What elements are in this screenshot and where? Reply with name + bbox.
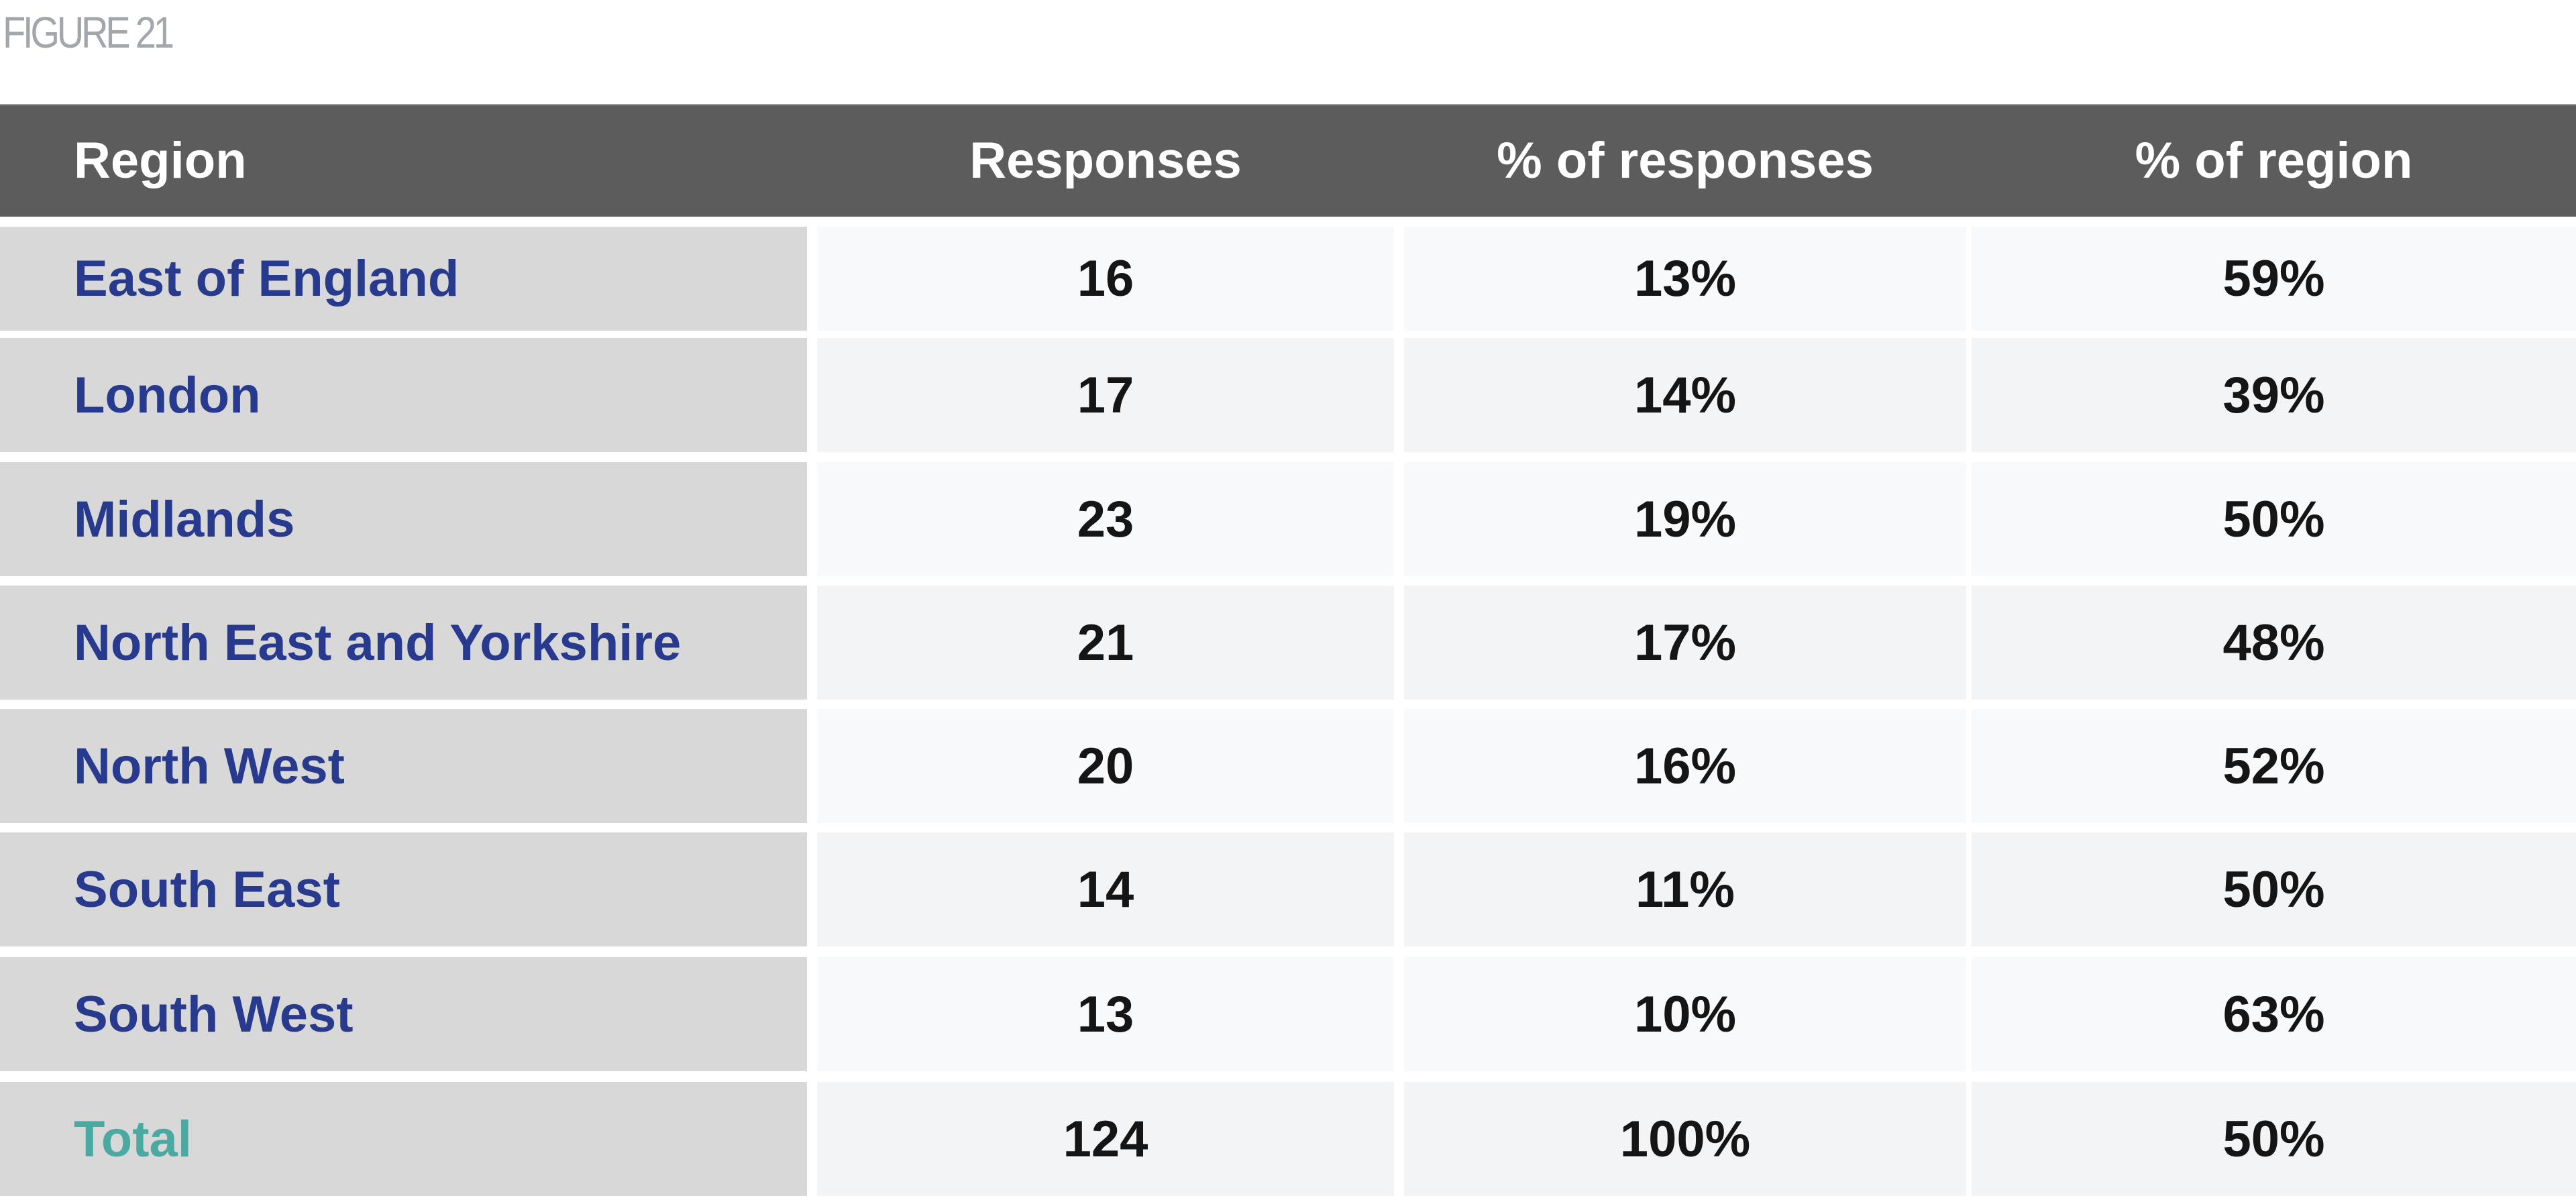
table-header: Region Responses % of responses % of reg… [0, 104, 2576, 217]
table-row: Midlands 23 19% 50% [0, 462, 2576, 576]
pct-responses-cell: 17% [1404, 586, 1966, 700]
pct-responses-cell: 19% [1404, 462, 1966, 576]
header-pct-region: % of region [2135, 132, 2413, 189]
region-cell: North West [0, 709, 807, 823]
pct-region-cell: 48% [1972, 586, 2576, 700]
pct-region-cell: 50% [1972, 832, 2576, 946]
figure-label: FIGURE 21 [3, 7, 174, 57]
responses-cell: 23 [817, 462, 1394, 576]
pct-region-cell: 52% [1972, 709, 2576, 823]
responses-cell: 21 [817, 586, 1394, 700]
total-row: Total 124 100% 50% [0, 1082, 2576, 1196]
responses-cell: 13 [817, 957, 1394, 1071]
pct-responses-cell: 16% [1404, 709, 1966, 823]
region-cell: London [0, 338, 807, 452]
table-row: London 17 14% 39% [0, 338, 2576, 452]
header-responses: Responses [969, 132, 1242, 189]
responses-cell: 124 [817, 1082, 1394, 1196]
header-region: Region [74, 132, 247, 189]
responses-cell: 17 [817, 338, 1394, 452]
responses-cell: 16 [817, 227, 1394, 331]
table-row: North West 20 16% 52% [0, 709, 2576, 823]
pct-region-cell: 59% [1972, 227, 2576, 331]
responses-cell: 20 [817, 709, 1394, 823]
pct-region-cell: 39% [1972, 338, 2576, 452]
table-row: South West 13 10% 63% [0, 957, 2576, 1071]
pct-responses-cell: 10% [1404, 957, 1966, 1071]
pct-responses-cell: 13% [1404, 227, 1966, 331]
responses-cell: 14 [817, 832, 1394, 946]
region-cell: East of England [0, 227, 807, 331]
header-pct-responses: % of responses [1497, 132, 1874, 189]
pct-responses-cell: 11% [1404, 832, 1966, 946]
pct-region-cell: 63% [1972, 957, 2576, 1071]
table-row: South East 14 11% 50% [0, 832, 2576, 946]
region-cell: Total [0, 1082, 807, 1196]
pct-region-cell: 50% [1972, 462, 2576, 576]
region-cell: South West [0, 957, 807, 1071]
table-row: East of England 16 13% 59% [0, 227, 2576, 331]
region-cell: South East [0, 832, 807, 946]
pct-responses-cell: 14% [1404, 338, 1966, 452]
table-row: North East and Yorkshire 21 17% 48% [0, 586, 2576, 700]
pct-region-cell: 50% [1972, 1082, 2576, 1196]
region-cell: Midlands [0, 462, 807, 576]
region-cell: North East and Yorkshire [0, 586, 807, 700]
pct-responses-cell: 100% [1404, 1082, 1966, 1196]
